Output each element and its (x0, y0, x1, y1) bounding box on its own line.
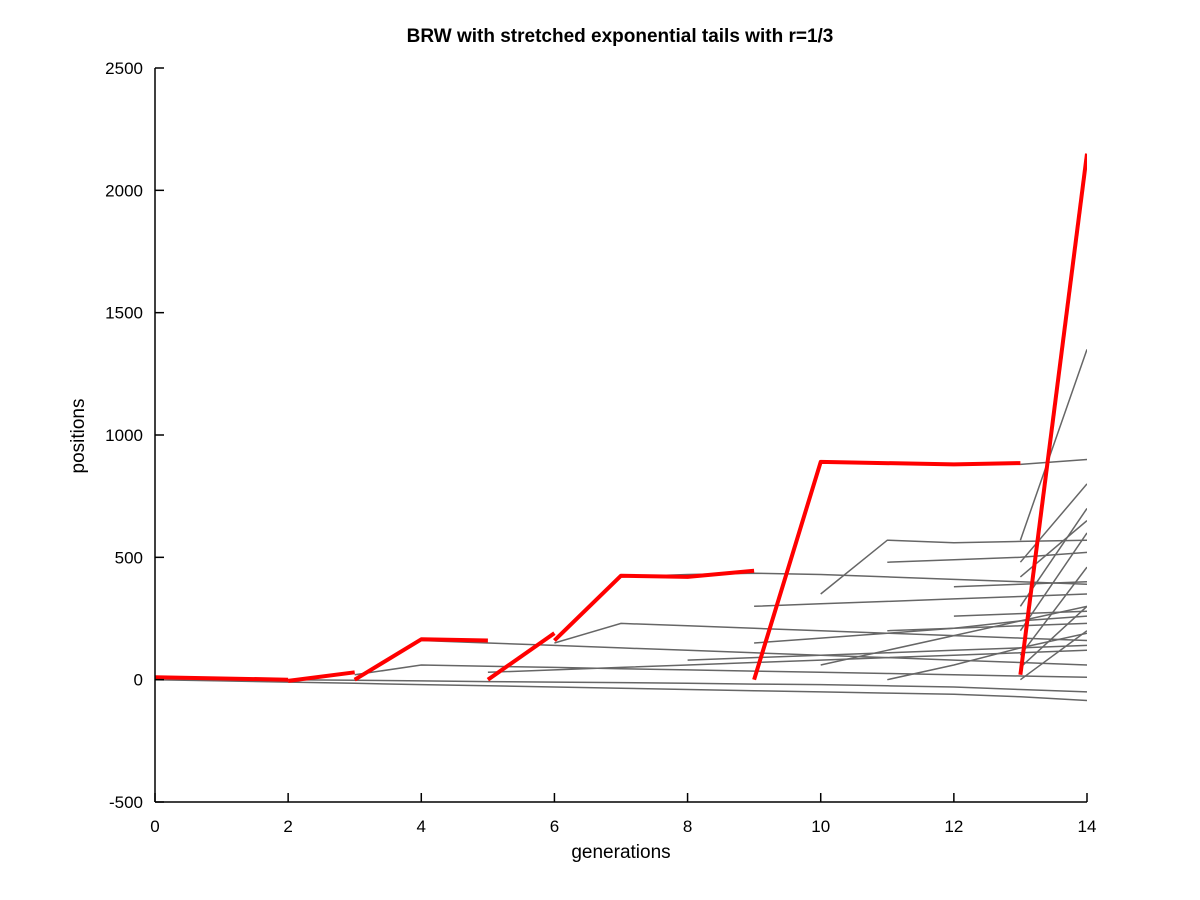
x-tick-label: 4 (417, 817, 426, 836)
y-tick-label: -500 (109, 793, 143, 812)
background-path-11 (953, 610, 1087, 617)
y-tick-label: 1500 (105, 304, 143, 323)
background-path-6 (754, 593, 1087, 608)
background-path-15 (1019, 520, 1087, 578)
background-path-12 (1020, 458, 1087, 466)
highlight-paths (155, 153, 1087, 683)
x-tick-label: 8 (683, 817, 692, 836)
chart-title: BRW with stretched exponential tails wit… (407, 26, 834, 47)
background-path-9 (887, 622, 1087, 632)
x-axis-ticks: 0 2 4 6 8 10 12 14 (150, 793, 1096, 836)
highlight-path-0 (155, 675, 289, 682)
background-path-3 (421, 639, 1087, 666)
background-path-7 (820, 539, 1087, 595)
background-path-18 (1019, 566, 1087, 656)
highlight-path-1 (287, 670, 355, 683)
x-tick-label: 6 (550, 817, 559, 836)
y-tick-label: 0 (134, 671, 143, 690)
background-path-8 (887, 551, 1087, 563)
background-path-1 (288, 678, 1087, 693)
background-path-22 (754, 615, 1087, 644)
axes (154, 68, 1087, 803)
background-path-4 (554, 622, 1087, 644)
background-path-10 (953, 581, 1087, 588)
y-tick-label: 2000 (105, 181, 143, 200)
background-path-20 (1019, 630, 1087, 681)
x-tick-label: 0 (150, 817, 159, 836)
background-path-17 (1019, 532, 1087, 632)
highlight-path-4 (553, 568, 755, 642)
background-path-13 (1019, 349, 1087, 541)
background-path-14 (1019, 483, 1087, 563)
background-path-2 (354, 664, 1087, 678)
background-path-24 (487, 649, 1087, 674)
y-tick-label: 1000 (105, 426, 143, 445)
background-path-25 (887, 632, 1087, 681)
highlight-path-6 (1018, 153, 1087, 676)
y-tick-label: 2500 (105, 59, 143, 78)
background-path-0 (155, 678, 1087, 702)
y-tick-label: 500 (115, 548, 143, 567)
x-tick-label: 12 (944, 817, 963, 836)
background-paths (155, 349, 1087, 702)
x-tick-label: 10 (811, 817, 830, 836)
x-tick-label: 14 (1078, 817, 1097, 836)
x-axis-label: generations (571, 842, 670, 863)
highlight-path-3 (486, 631, 556, 682)
highlight-path-2 (353, 637, 488, 682)
y-axis-ticks: -500 0 500 1000 1500 2000 2500 (105, 59, 164, 812)
highlight-path-5 (752, 459, 1021, 681)
y-axis-label: positions (68, 399, 89, 474)
background-path-23 (820, 605, 1087, 666)
x-tick-label: 2 (283, 817, 292, 836)
